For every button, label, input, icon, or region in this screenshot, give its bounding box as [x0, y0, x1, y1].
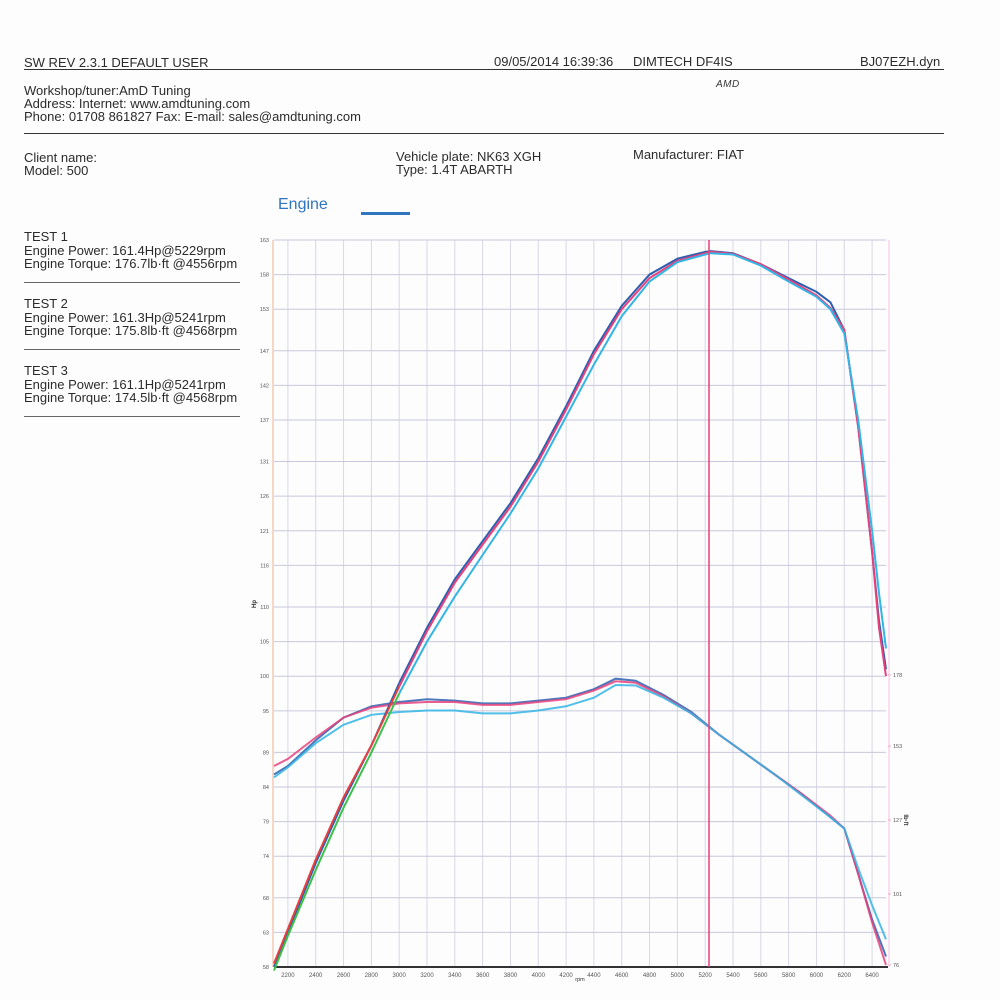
manufacturer: Manufacturer: FIAT	[633, 147, 745, 162]
y-tick-label: 105	[260, 640, 269, 646]
test-power: Engine Power: 161.1Hp@5241rpm	[24, 376, 226, 392]
y-tick-label: 142	[260, 383, 269, 389]
file-name: BJ07EZH.dyn	[860, 54, 941, 69]
power-curve	[398, 250, 887, 688]
torque-curve	[273, 683, 887, 940]
chart-grid	[274, 239, 886, 968]
test-name: TEST 3	[24, 363, 68, 378]
y-tick-label: 116	[260, 563, 269, 569]
x-tick-label: 5400	[726, 973, 740, 979]
x-tick-label: 5800	[782, 973, 796, 979]
power-curve-low	[273, 686, 401, 964]
test-divider	[24, 416, 240, 417]
test-name: TEST 1	[24, 229, 68, 244]
y-tick-label: 100	[260, 674, 269, 680]
workshop-divider	[24, 133, 944, 134]
y-tick-label: 126	[260, 494, 269, 500]
y-axis-title: Hp	[252, 600, 258, 608]
y-tick-label: 89	[263, 750, 269, 756]
amd-logo: AMD	[716, 79, 740, 90]
test-name: TEST 2	[24, 296, 68, 311]
y-tick-label: 163	[260, 238, 269, 244]
workshop-name: Workshop/tuner:AmD Tuning	[24, 83, 191, 98]
y-tick-label: 110	[260, 605, 269, 611]
y-tick-label: 84	[263, 785, 269, 791]
x-tick-label: 4200	[559, 973, 573, 979]
power-curves	[273, 250, 887, 971]
y2-tick-label: 153	[893, 744, 902, 750]
test-result-2: TEST 2 Engine Power: 161.3Hp@5241rpm Eng…	[24, 297, 240, 338]
torque-curves	[273, 677, 887, 966]
x-tick-label: 2400	[309, 973, 323, 979]
y-tick-label: 147	[260, 349, 269, 355]
workshop-contact: Phone: 01708 861827 Fax: E-mail: sales@a…	[24, 109, 361, 124]
y-tick-label: 95	[263, 709, 269, 715]
y-tick-label: 121	[260, 529, 269, 535]
x-tick-label: 3200	[420, 973, 434, 979]
torque-curve	[273, 677, 887, 957]
y-tick-label: 58	[263, 965, 269, 971]
x-tick-label: 5200	[699, 973, 713, 979]
y-tick-label: 74	[263, 854, 269, 860]
software-version: SW REV 2.3.1 DEFAULT USER	[24, 55, 209, 70]
x-tick-label: 6400	[865, 973, 879, 979]
power-curve	[398, 250, 887, 684]
x-tick-label: 5600	[754, 973, 768, 979]
x-tick-label: 2600	[337, 973, 351, 979]
x-tick-label: 3400	[448, 973, 462, 979]
test-result-1: TEST 1 Engine Power: 161.4Hp@5229rpm Eng…	[24, 230, 240, 271]
y-tick-label: 158	[260, 273, 269, 279]
power-curve	[398, 252, 887, 694]
test-divider	[24, 282, 240, 283]
vehicle-model: Model: 500	[24, 163, 89, 178]
x-tick-label: 3000	[393, 973, 407, 979]
y2-tick-label: 76	[893, 963, 899, 969]
y-tick-label: 137	[260, 418, 269, 424]
x-tick-label: 5000	[671, 973, 685, 979]
y2-axis-title: lb·ft	[902, 814, 908, 825]
test-datetime: 09/05/2014 16:39:36	[494, 54, 614, 69]
y2-tick-label: 127	[893, 818, 902, 824]
test-power: Engine Power: 161.3Hp@5241rpm	[24, 309, 226, 325]
y-tick-label: 68	[263, 896, 269, 902]
vehicle-type: Type: 1.4T ABARTH	[396, 162, 513, 177]
x-tick-label: 2200	[281, 973, 295, 979]
torque-curve	[273, 680, 887, 966]
dyno-model: DIMTECH DF4IS	[633, 54, 733, 69]
test-power: Engine Power: 161.4Hp@5229rpm	[24, 242, 226, 258]
x-tick-label: 4600	[615, 973, 629, 979]
y-tick-label: 63	[263, 930, 269, 936]
x-tick-label: 2800	[365, 973, 379, 979]
x-axis-title: rpm	[575, 977, 585, 983]
workshop-address: Address: Internet: www.amdtuning.com	[24, 96, 251, 111]
y-tick-label: 79	[263, 820, 269, 826]
test-torque: Engine Torque: 175.8lb·ft @4568rpm	[24, 323, 238, 338]
x-tick-label: 4400	[587, 973, 601, 979]
y2-tick-label: 178	[893, 673, 902, 679]
x-tick-label: 6200	[838, 973, 852, 979]
test-result-3: TEST 3 Engine Power: 161.1Hp@5241rpm Eng…	[24, 364, 240, 405]
test-torque: Engine Torque: 174.5lb·ft @4568rpm	[24, 390, 238, 405]
client-name: Client name:	[24, 150, 97, 165]
y-tick-label: 131	[260, 460, 269, 466]
vehicle-plate: Vehicle plate: NK63 XGH	[396, 149, 542, 164]
x-tick-label: 6000	[810, 973, 824, 979]
y2-tick-label: 101	[893, 892, 902, 898]
legend-title: Engine	[278, 196, 328, 213]
chart-axes: 2200 2400 2600 2800 3000 3200 3400 3600 3800 4000…	[252, 238, 908, 983]
x-tick-label: 4800	[643, 973, 657, 979]
y-tick-label: 153	[260, 307, 269, 313]
test-divider	[24, 349, 240, 350]
x-tick-label: 3600	[476, 973, 490, 979]
test-torque: Engine Torque: 176.7lb·ft @4556rpm	[24, 256, 238, 271]
header-divider	[24, 69, 944, 70]
legend-swatch	[361, 212, 410, 215]
power-curve-low	[273, 693, 401, 971]
x-tick-label: 4000	[532, 973, 546, 979]
x-tick-label: 3800	[504, 973, 518, 979]
